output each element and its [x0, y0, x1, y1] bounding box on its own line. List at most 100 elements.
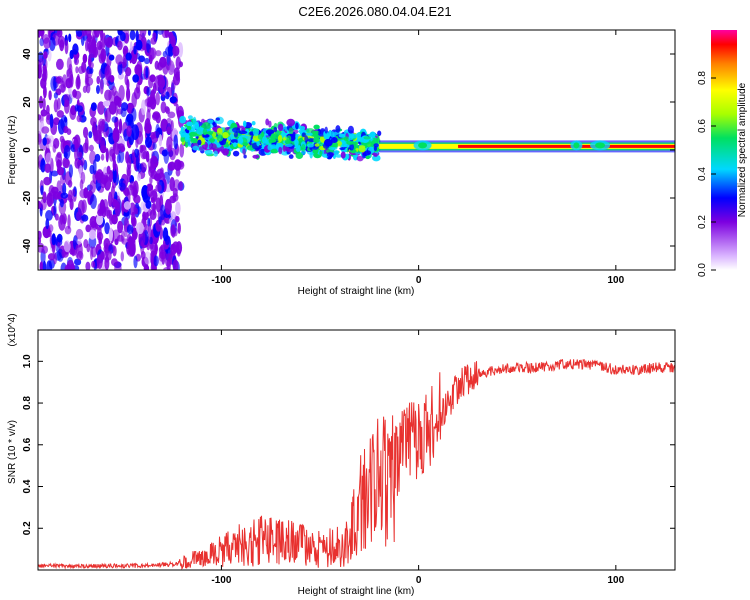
noise-blob: [56, 58, 64, 70]
band-blob: [212, 126, 217, 131]
band-blob: [363, 136, 371, 140]
snr-y-ticks: 0.2 0.4 0.6 0.8 1.0: [22, 354, 675, 535]
noise-blob: [66, 57, 72, 71]
snr-x-ticks: -100 0 100: [211, 330, 625, 586]
noise-blob: [88, 144, 94, 152]
noise-blob: [123, 201, 131, 210]
band-blob: [346, 140, 355, 145]
noise-blob: [120, 31, 126, 42]
band-blob: [224, 127, 230, 131]
noise-blob: [86, 243, 91, 253]
band-blob: [215, 117, 220, 121]
noise-blob: [148, 223, 152, 239]
noise-blob: [89, 194, 97, 210]
band-blob: [338, 133, 347, 138]
band-blob: [319, 150, 323, 155]
noise-blob: [152, 244, 157, 253]
carrier-spot-core: [418, 142, 428, 149]
band-blob: [273, 126, 278, 133]
band-blob: [339, 147, 346, 151]
noise-blob: [140, 145, 147, 160]
noise-blob: [63, 145, 71, 160]
noise-blob: [129, 30, 136, 41]
noise-blob: [137, 173, 142, 181]
noise-blob: [117, 97, 122, 108]
noise-blob: [38, 230, 42, 240]
noise-blob: [109, 170, 113, 183]
band-blob: [326, 151, 334, 158]
noise-blob: [150, 253, 154, 266]
band-blob: [335, 125, 341, 133]
noise-blob: [115, 101, 119, 116]
noise-blob: [38, 58, 44, 66]
band-blob: [207, 119, 214, 124]
band-blob: [265, 118, 270, 126]
band-blob: [186, 126, 192, 131]
noise-blob: [94, 130, 102, 144]
noise-blob: [80, 171, 86, 184]
band-blob: [282, 144, 287, 152]
noise-blob: [56, 151, 62, 158]
noise-blob: [120, 230, 125, 243]
noise-blob: [93, 30, 101, 38]
noise-blob: [41, 126, 50, 134]
band-blob: [192, 145, 199, 151]
spectrogram-x-axis-label: Height of straight line (km): [298, 286, 415, 297]
snr-y-multiplier: (x10^4): [7, 313, 18, 346]
noise-blob: [170, 211, 176, 219]
band-blob: [217, 127, 223, 134]
noise-blob: [167, 111, 176, 119]
x-tick-label: 0: [416, 275, 422, 286]
band-blob: [324, 126, 328, 134]
noise-blob: [49, 113, 54, 129]
noise-blob: [60, 192, 69, 199]
noise-blob: [50, 170, 59, 177]
band-blob: [295, 122, 299, 130]
noise-blob: [165, 91, 170, 100]
noise-blob: [89, 164, 95, 175]
noise-blob: [147, 30, 151, 36]
noise-blob: [56, 233, 63, 243]
noise-blob: [108, 54, 115, 61]
noise-blob: [49, 36, 56, 52]
band-blob: [288, 154, 294, 159]
noise-blob: [53, 92, 59, 99]
noise-blob: [85, 30, 92, 37]
figure-title: C2E6.2026.080.04.04.E21: [298, 4, 451, 19]
spectrogram-x-ticks: -100 0 100: [211, 30, 625, 286]
noise-blob: [164, 198, 172, 215]
noise-blob: [118, 118, 123, 134]
band-blob: [267, 144, 272, 151]
noise-blob: [133, 45, 137, 55]
x-tick-label: -100: [211, 575, 231, 586]
noise-blob: [82, 53, 88, 64]
noise-blob: [166, 258, 171, 270]
colorbar-ticks: 0.0 0.2 0.4 0.6 0.8: [697, 71, 716, 277]
noise-blob: [63, 116, 68, 123]
noise-blob: [54, 213, 59, 221]
spectrogram-image: [38, 30, 675, 270]
band-blob: [251, 121, 256, 126]
noise-blob: [117, 220, 124, 234]
noise-blob: [39, 198, 47, 211]
noise-blob: [149, 236, 153, 245]
band-blob: [206, 131, 214, 135]
band-blob: [189, 131, 197, 137]
noise-blob: [149, 176, 153, 185]
noise-blob: [41, 72, 47, 82]
band-blob: [252, 154, 260, 159]
colorbar-label: Normalized spectral amplitude: [737, 82, 748, 217]
band-blob: [216, 134, 224, 142]
noise-blob: [76, 238, 82, 245]
noise-blob: [40, 30, 44, 40]
noise-blob: [38, 64, 42, 79]
band-blob: [305, 128, 315, 134]
noise-blob: [63, 126, 68, 134]
noise-blob: [67, 214, 71, 230]
colorbar-tick-label: 0.8: [697, 71, 708, 85]
noise-blob: [96, 168, 104, 184]
noise-blob: [157, 62, 164, 71]
colorbar: 0.0 0.2 0.4 0.6 0.8 Normalized spectral ampl…: [697, 30, 748, 277]
noise-blob: [56, 97, 61, 110]
noise-blob: [50, 76, 58, 92]
